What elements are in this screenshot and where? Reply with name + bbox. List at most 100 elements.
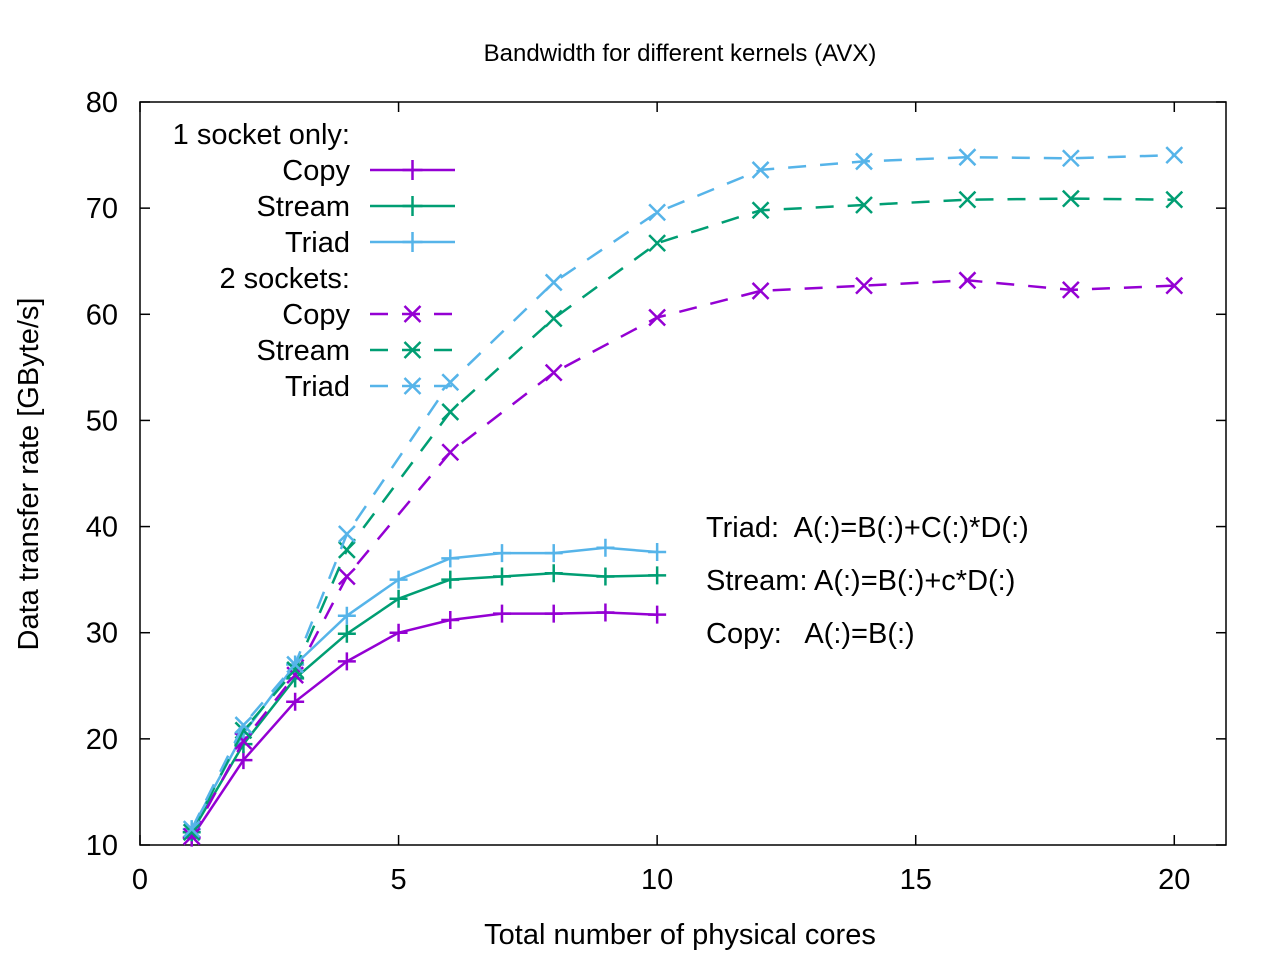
data-point [234,751,253,770]
x-tick-label: 20 [1158,864,1190,896]
data-point [544,544,563,563]
data-point [182,827,201,846]
data-point [337,525,356,543]
data-point [337,567,356,586]
data-point [1061,189,1080,208]
data-point [1061,149,1080,168]
data-point [234,716,253,734]
legend-marker [402,196,423,216]
series-triad-2-sockets [182,146,1184,838]
y-tick-label: 70 [86,193,118,225]
data-point [1165,276,1184,295]
data-point [855,196,873,214]
legend-label: Copy [282,155,350,187]
data-point [182,823,201,842]
data-point [337,541,356,559]
data-point [958,190,977,209]
plot-frame [139,101,1227,846]
series-line [190,197,1175,833]
y-tick-label: 80 [86,87,118,119]
y-axis-label: Data transfer rate [GByte/s] [13,298,45,651]
data-point [648,234,667,253]
series-line [190,611,658,839]
legend-label: Triad [285,371,350,403]
y-tick-label: 10 [86,830,118,862]
legend-marker [403,305,422,323]
data-point [648,605,667,624]
series-copy-2-sockets [182,271,1184,846]
data-point [751,282,770,300]
x-tick-label: 0 [132,864,148,896]
data-point [493,604,511,623]
series-line [190,546,658,830]
series-triad-1-socket [182,538,667,839]
data-point [958,148,977,167]
data-point [441,549,460,568]
series-layer [182,146,1184,847]
data-point [544,309,563,328]
data-point [337,606,356,625]
data-point [855,276,873,295]
data-point [493,567,511,586]
data-point [648,308,667,327]
series-line [190,572,658,833]
data-point [389,570,408,589]
data-point [1165,146,1184,164]
data-point [1165,190,1184,209]
legend-marker [403,341,422,359]
legend-label: Stream [257,191,350,223]
x-tick-label: 15 [900,864,932,896]
legend-label: Copy [282,299,350,331]
kernel-annotation: Triad: A(:)=B(:)+C(:)*D(:) [706,512,1029,544]
chart-title: Bandwidth for different kernels (AVX) [484,40,877,67]
data-point [286,660,305,679]
series-stream-1-socket [182,564,667,842]
data-point [544,273,563,292]
series-copy-1-socket [182,603,667,847]
data-point [493,544,511,563]
data-point [286,692,305,711]
data-point [389,623,408,642]
data-point [544,363,563,382]
kernel-annotation: Stream: A(:)=B(:)+c*D(:) [706,565,1015,597]
data-point [751,201,770,220]
legend-heading: 2 sockets: [219,263,350,295]
data-point [286,655,305,674]
data-point [648,566,667,585]
x-tick-label: 10 [641,864,673,896]
data-point [751,161,770,179]
legend: 1 socket only: Copy Stream Triad 2 sockets: C… [173,119,455,403]
data-point [389,589,408,608]
series-line [190,153,1175,830]
y-tick-label: 50 [86,405,118,437]
data-point [648,203,667,222]
y-tick-label: 60 [86,299,118,331]
legend-heading: 1 socket only: [173,119,350,151]
data-point [441,403,460,421]
y-tick-label: 20 [86,724,118,756]
x-axis-label: Total number of physical cores [484,919,876,951]
y-tick-label: 40 [86,512,118,544]
data-point [544,564,563,583]
y-tick-label: 30 [86,618,118,650]
data-point [441,373,460,392]
legend-marker [402,232,423,252]
legend-label: Stream [257,335,350,367]
data-point [958,271,977,290]
legend-marker [403,377,422,395]
data-point [441,570,460,589]
data-point [182,820,201,838]
data-point [337,652,356,671]
data-point [596,538,615,557]
x-tick-label: 5 [391,864,407,896]
data-point [1061,280,1080,299]
legend-marker [402,160,423,180]
data-point [441,443,460,462]
legend-label: Triad [285,227,350,259]
axes: 0 5 10 15 20 10 20 30 40 50 60 70 80 [86,87,1226,896]
data-point [441,610,460,629]
annotations: Triad: A(:)=B(:)+C(:)*D(:) Stream: A(:)=B… [706,512,1029,650]
data-point [544,604,563,623]
series-line [190,279,1175,838]
